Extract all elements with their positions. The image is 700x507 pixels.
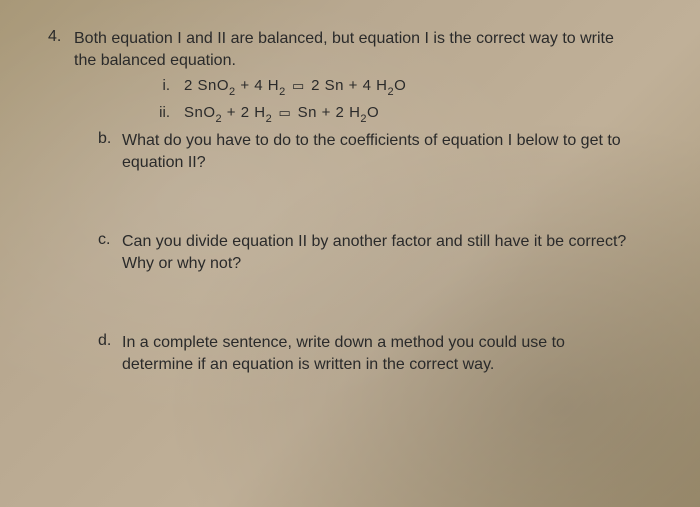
equation-i: i. 2 SnO2 + 4 H2 ▭ 2 Sn + 4 H2O [144, 75, 640, 99]
part-b-text: What do you have to do to the coefficien… [122, 130, 640, 173]
question-intro-text: Both equation I and II are balanced, but… [74, 28, 640, 71]
equation-ii: ii. SnO2 + 2 H2 ▭ Sn + 2 H2O [144, 102, 640, 126]
arrow-icon: ▭ [277, 104, 293, 122]
equation-ii-marker: ii. [144, 102, 184, 123]
part-b-marker: b. [98, 130, 122, 173]
part-b: b. What do you have to do to the coeffic… [98, 130, 640, 173]
equation-i-marker: i. [144, 75, 184, 96]
part-d-text: In a complete sentence, write down a met… [122, 332, 640, 375]
question-intro: 4. Both equation I and II are balanced, … [48, 28, 640, 71]
part-c-text: Can you divide equation II by another fa… [122, 231, 640, 274]
part-c: c. Can you divide equation II by another… [98, 231, 640, 274]
part-c-marker: c. [98, 231, 122, 274]
equation-ii-content: SnO2 + 2 H2 ▭ Sn + 2 H2O [184, 102, 379, 126]
part-d: d. In a complete sentence, write down a … [98, 332, 640, 375]
equation-list: i. 2 SnO2 + 4 H2 ▭ 2 Sn + 4 H2O ii. SnO2… [144, 75, 640, 126]
arrow-icon: ▭ [290, 77, 306, 95]
part-d-marker: d. [98, 332, 122, 375]
equation-i-content: 2 SnO2 + 4 H2 ▭ 2 Sn + 4 H2O [184, 75, 406, 99]
question-number: 4. [48, 28, 74, 71]
